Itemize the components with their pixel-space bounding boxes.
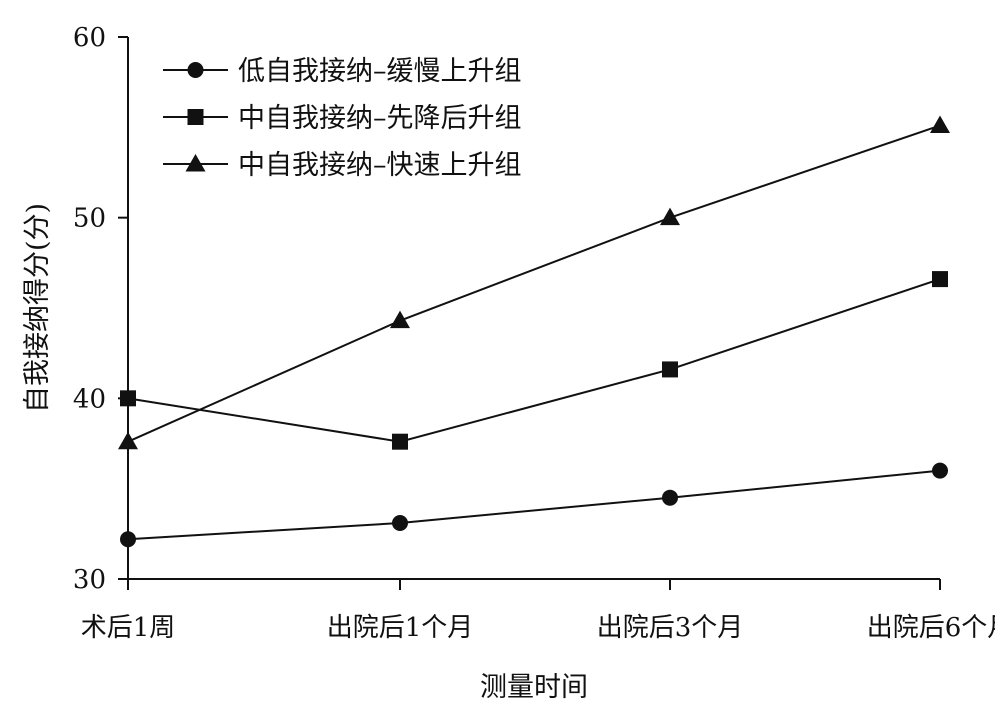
series-triangle [118,115,950,450]
data-point-square [120,390,136,407]
data-point-triangle [118,431,138,450]
data-point-square [662,361,678,378]
series-circle [120,462,948,548]
data-point-square [932,271,948,288]
legend-item: 低自我接纳–缓慢上升组 [163,56,522,87]
x-axis-title: 测量时间 [480,672,588,703]
y-axis-title: 自我接纳得分(分) [22,203,53,413]
series-square [120,271,948,450]
data-point-circle [392,514,408,531]
series-line [127,278,941,443]
data-point-triangle [660,207,680,226]
series-layer [118,115,950,548]
legend-label: 中自我接纳–先降后升组 [238,103,522,134]
legend-label: 中自我接纳–快速上升组 [238,150,522,181]
x-tick-label: 出院后3个月 [597,613,744,643]
legend-marker-triangle [185,154,206,172]
series-line [127,124,941,443]
y-tick-label: 50 [73,204,106,234]
x-tick-label: 出院后1个月 [327,613,474,643]
data-point-circle [932,462,948,479]
legend-item: 中自我接纳–先降后升组 [163,103,522,134]
y-tick-label: 30 [73,565,106,595]
data-point-circle [662,489,678,506]
data-point-circle [120,531,136,548]
x-tick-label: 出院后6个月 [867,613,995,643]
legend-marker-circle [187,62,204,78]
y-tick-label: 40 [73,384,106,414]
legend-item: 中自我接纳–快速上升组 [163,150,522,181]
legend-label: 低自我接纳–缓慢上升组 [238,56,522,87]
axes: 30 40 50 60 术后1周 出院后1个月 出院后3个月 出院后6个月 [73,23,995,643]
y-tick-label: 60 [73,23,106,53]
data-point-square [392,433,408,450]
x-tick-label: 术后1周 [81,613,176,643]
data-point-triangle [930,115,950,134]
series-line [127,469,941,541]
legend-marker-square [187,109,204,125]
data-point-triangle [390,310,410,329]
